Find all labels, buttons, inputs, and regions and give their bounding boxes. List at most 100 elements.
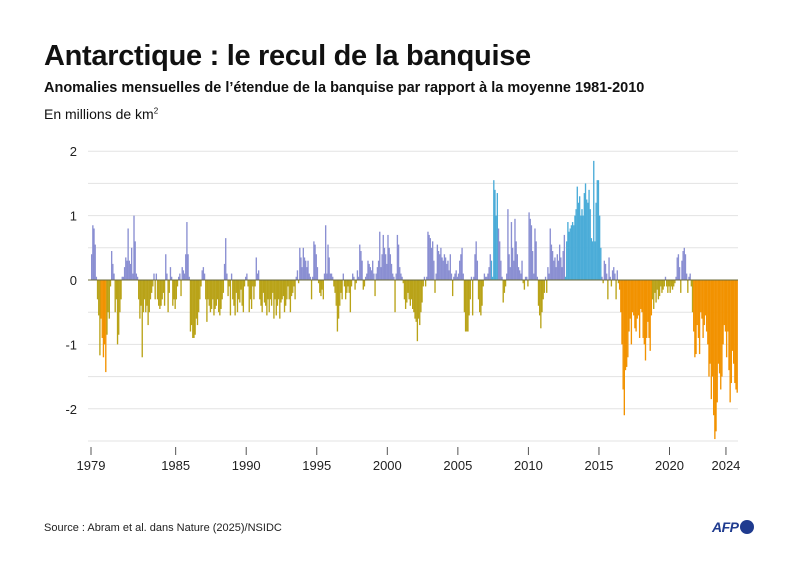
bar: [350, 280, 353, 287]
bar: [629, 280, 631, 319]
bar: [194, 280, 196, 335]
bar: [265, 280, 267, 306]
bar: [213, 280, 215, 316]
bar: [575, 209, 577, 280]
bar: [106, 280, 108, 335]
bar: [193, 280, 195, 338]
bar: [515, 241, 517, 280]
bar: [722, 280, 724, 345]
bar: [384, 254, 387, 280]
bar: [495, 215, 497, 280]
bar: [102, 280, 105, 358]
bar: [426, 276, 428, 280]
bar: [450, 273, 453, 280]
bar: [661, 280, 663, 293]
bar: [454, 273, 456, 280]
bar: [446, 263, 448, 280]
bar: [397, 244, 400, 280]
bar: [409, 280, 411, 306]
bar: [613, 267, 615, 280]
bar: [455, 270, 457, 280]
bar: [489, 254, 491, 280]
bar: [94, 244, 96, 280]
bar: [98, 280, 100, 316]
bar: [430, 247, 433, 280]
bar: [709, 280, 711, 364]
bar: [523, 280, 526, 290]
bar: [363, 280, 366, 287]
bar: [654, 280, 656, 293]
bar: [428, 234, 430, 280]
bar: [241, 280, 243, 306]
bar: [610, 280, 613, 287]
bar: [693, 280, 695, 332]
bar: [226, 273, 228, 280]
bar: [695, 280, 697, 355]
bar: [577, 202, 580, 280]
x-tick-label: 2020: [655, 458, 684, 473]
bar: [578, 196, 581, 280]
x-tick-label: 1995: [302, 458, 331, 473]
bar: [182, 270, 185, 280]
bar: [303, 257, 306, 280]
bar: [301, 267, 303, 280]
bar: [549, 228, 551, 280]
bar: [423, 276, 426, 280]
bar: [113, 273, 115, 280]
bar: [369, 267, 372, 280]
bar: [683, 247, 685, 280]
bar: [631, 280, 634, 313]
bar: [136, 276, 139, 280]
bar: [161, 280, 163, 300]
afp-logo-dot-icon: [739, 520, 754, 534]
bar: [689, 273, 691, 280]
bar: [285, 280, 287, 306]
bar: [533, 273, 535, 280]
bar: [698, 280, 701, 355]
bar: [713, 280, 715, 416]
bar: [347, 280, 349, 287]
bar: [697, 280, 700, 338]
bar: [727, 280, 729, 332]
bar: [601, 276, 603, 280]
bar: [269, 280, 272, 300]
bar: [547, 267, 549, 280]
bar: [606, 273, 608, 280]
bar: [173, 280, 175, 300]
bar: [550, 244, 553, 280]
bar: [718, 280, 721, 374]
x-tick-label: 1990: [232, 458, 261, 473]
bar: [270, 280, 273, 306]
bar: [277, 280, 280, 300]
bar: [497, 228, 500, 280]
bar: [622, 280, 624, 390]
bar: [205, 280, 207, 300]
bar: [459, 260, 461, 280]
bar: [360, 251, 362, 280]
bar: [651, 280, 654, 300]
bar: [668, 280, 670, 287]
bar: [387, 234, 389, 280]
bar: [380, 267, 382, 280]
bar: [528, 212, 530, 280]
bar: [129, 263, 132, 280]
bar: [658, 280, 661, 297]
bar: [206, 280, 208, 322]
bar: [504, 280, 507, 287]
bar: [381, 254, 383, 280]
bar: [395, 273, 397, 280]
bar: [586, 199, 588, 280]
bar: [240, 280, 242, 290]
bar: [372, 260, 374, 280]
bar: [669, 280, 671, 293]
bar: [394, 280, 396, 313]
bar: [626, 280, 628, 367]
bar: [95, 276, 98, 280]
bar: [343, 280, 346, 287]
bar: [373, 273, 375, 280]
bar: [415, 280, 417, 322]
bar: [366, 273, 368, 280]
bar: [510, 222, 513, 280]
bar: [292, 280, 294, 293]
